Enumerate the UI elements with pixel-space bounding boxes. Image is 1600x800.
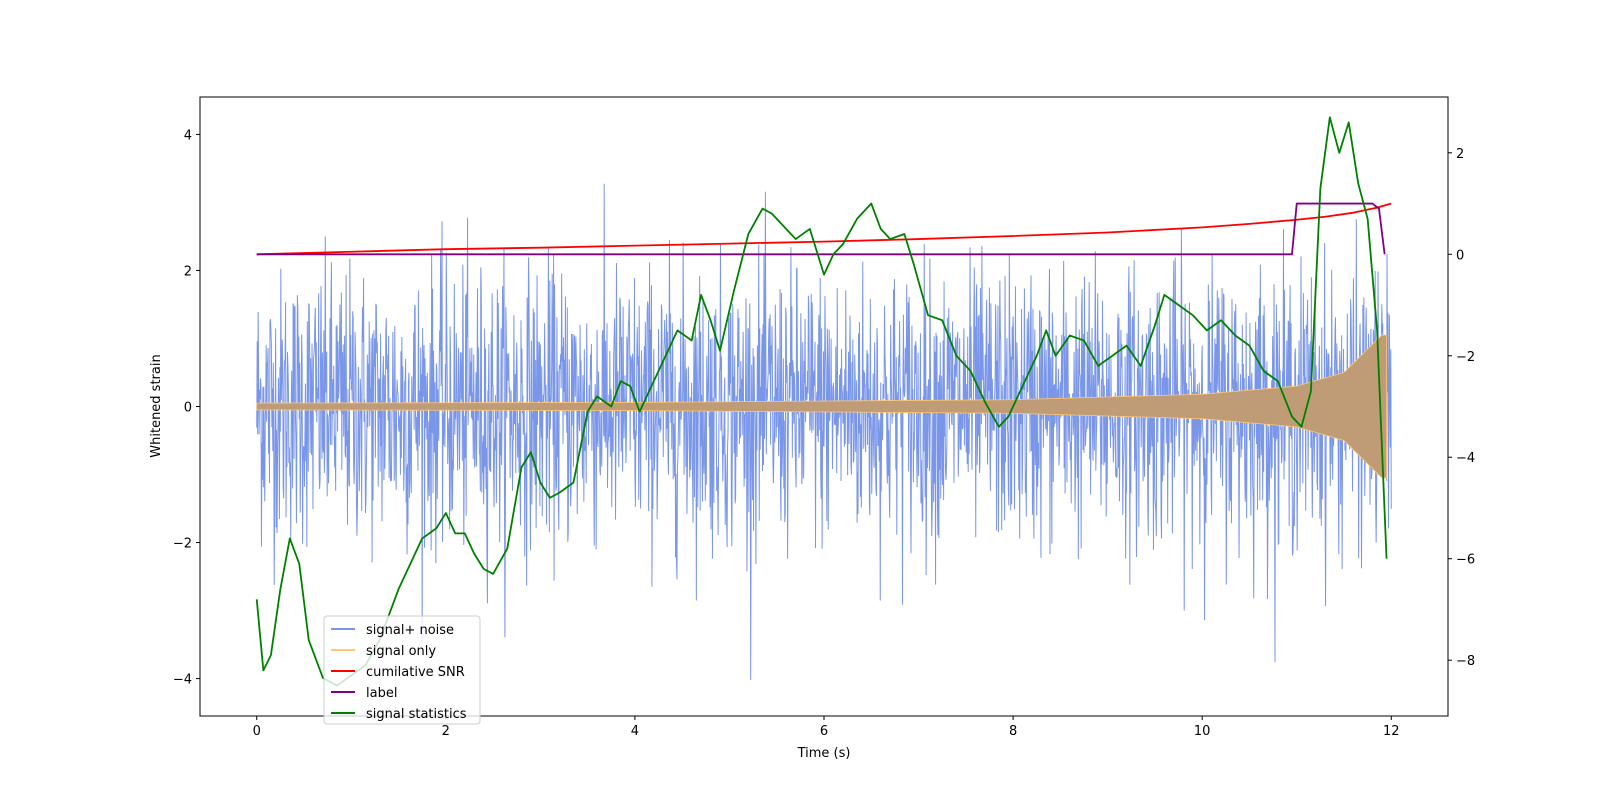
series-layer <box>255 116 1392 687</box>
y2-axis-ticks: −8 −6 −4 −2 0 2 <box>1448 147 1475 669</box>
x-tick-label: 8 <box>1009 724 1017 739</box>
y2-tick-label: 2 <box>1456 147 1464 162</box>
y-tick-label: 0 <box>184 401 192 416</box>
y-axis-label: Whitened strain <box>149 354 164 457</box>
legend-item-label: cumilative SNR <box>366 665 465 680</box>
series-signal-noise <box>256 183 1392 681</box>
y-tick-label: 4 <box>184 128 192 143</box>
y2-tick-label: −4 <box>1456 451 1475 466</box>
y-axis-ticks: −4 −2 0 2 4 <box>173 128 200 688</box>
legend-item-label: signal+ noise <box>366 623 454 638</box>
legend-item-label: signal only <box>366 644 436 659</box>
legend-item-label: label <box>366 686 397 701</box>
x-axis-label: Time (s) <box>797 746 851 761</box>
series-cumulative-snr <box>256 202 1392 256</box>
y-tick-label: −4 <box>173 673 192 688</box>
x-tick-label: 10 <box>1194 724 1211 739</box>
legend: signal+ noise signal only cumilative SNR la… <box>323 615 481 725</box>
series-signal-only <box>256 334 1387 479</box>
x-tick-label: 0 <box>253 724 261 739</box>
y-tick-label: 2 <box>184 264 192 279</box>
y2-tick-label: −2 <box>1456 350 1475 365</box>
legend-item-label: signal statistics <box>366 707 467 722</box>
legend-box <box>323 615 481 725</box>
y-tick-label: −2 <box>173 537 192 552</box>
x-tick-label: 4 <box>631 724 639 739</box>
x-tick-label: 2 <box>442 724 450 739</box>
y2-tick-label: −8 <box>1456 654 1475 669</box>
y2-tick-label: −6 <box>1456 553 1475 568</box>
series-label <box>256 202 1386 256</box>
y2-tick-label: 0 <box>1456 248 1464 263</box>
x-tick-label: 12 <box>1383 724 1400 739</box>
x-tick-label: 6 <box>820 724 828 739</box>
series-signal-statistics <box>255 116 1388 687</box>
